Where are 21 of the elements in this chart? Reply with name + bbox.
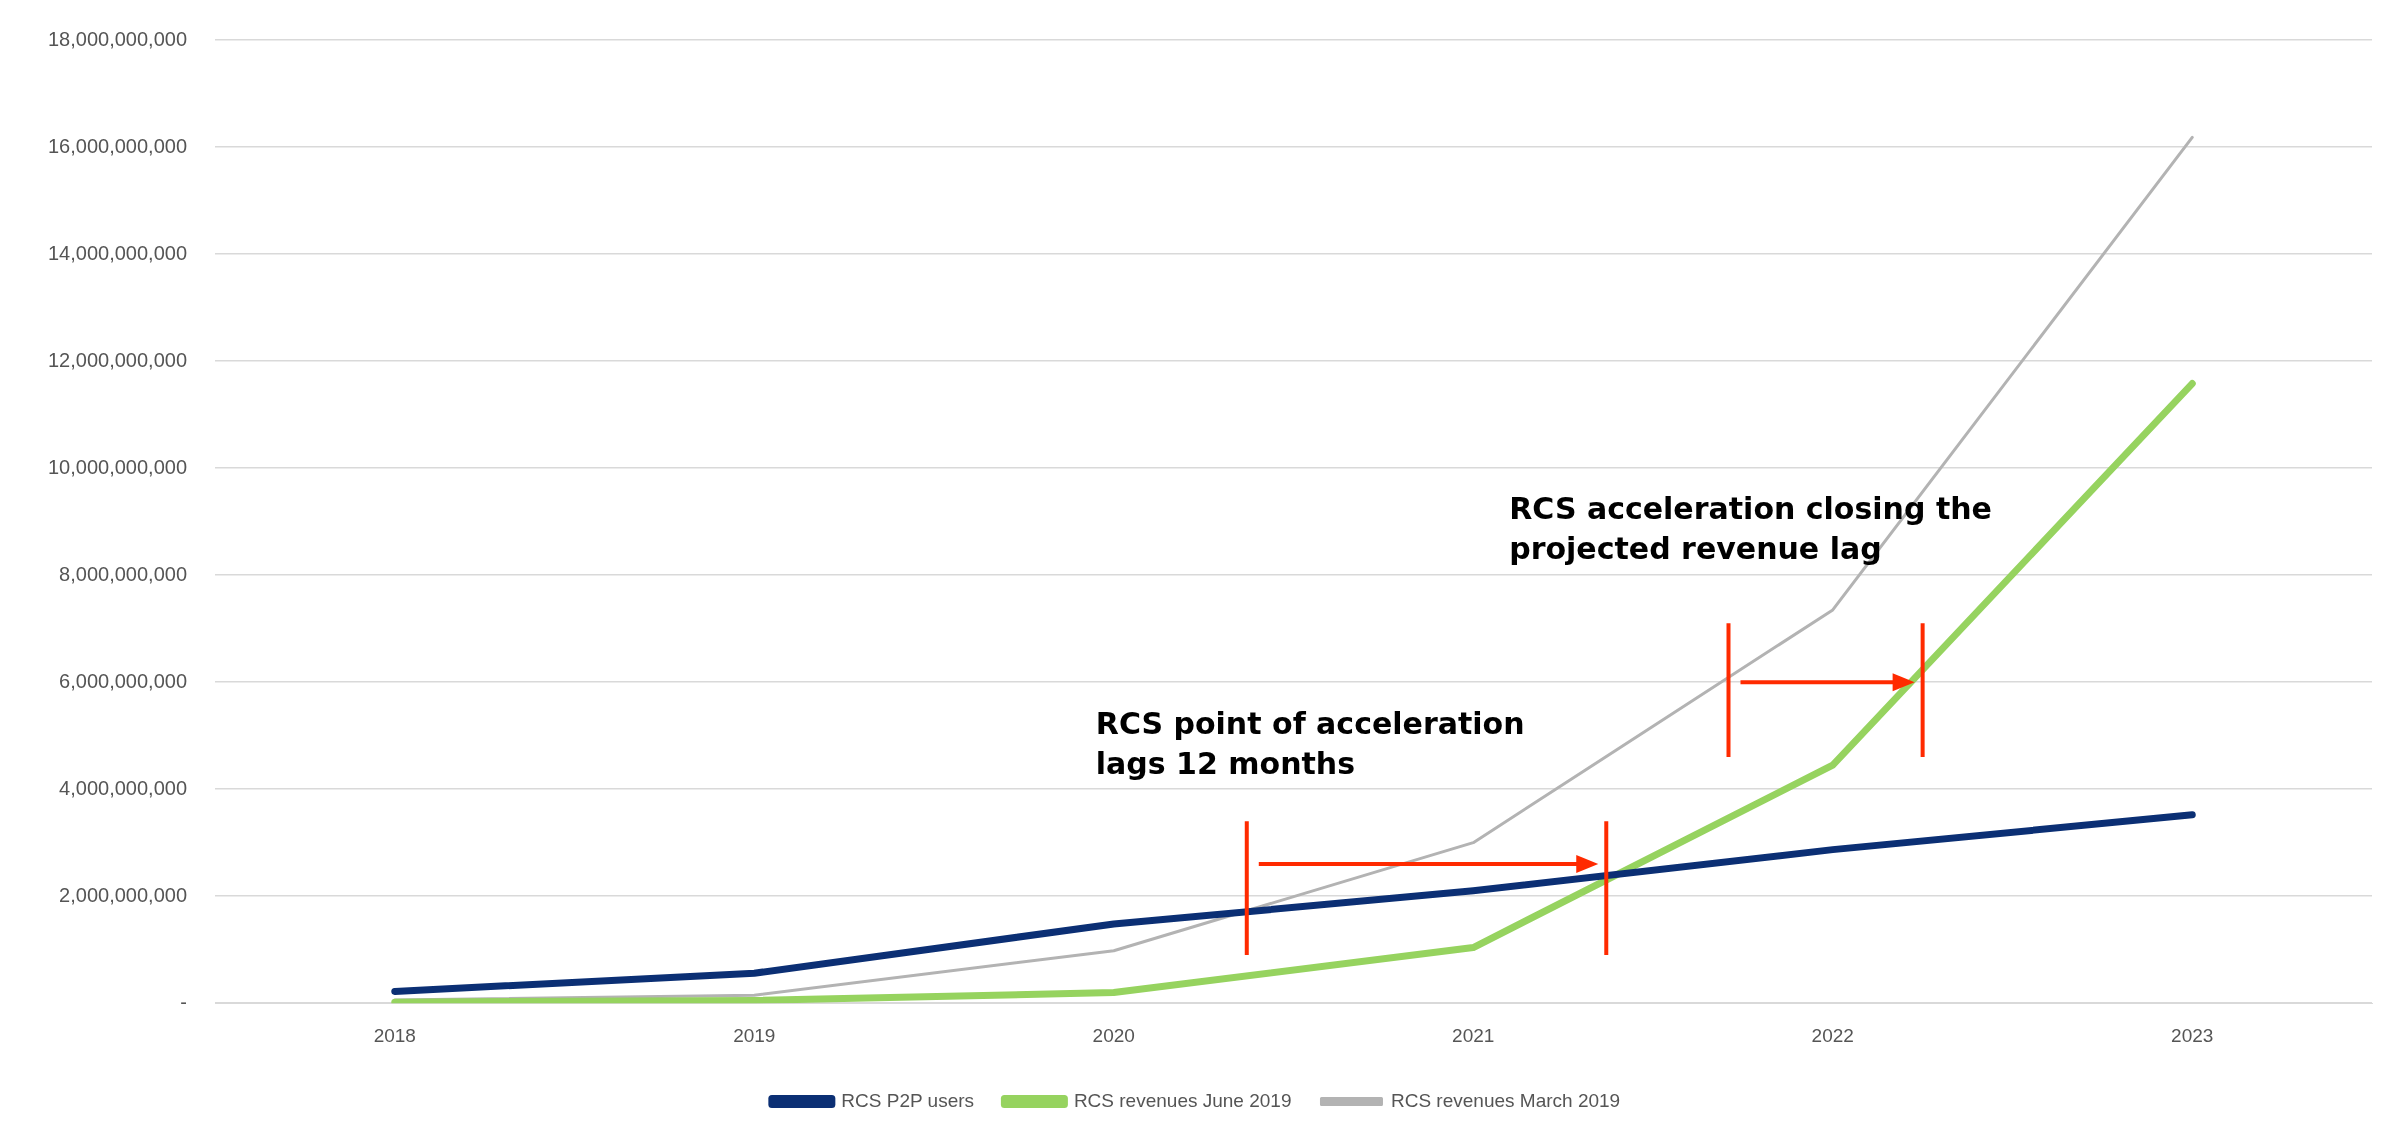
annotation: RCS acceleration closing the projected revenue lag <box>1509 490 1993 569</box>
y-tick-label: 8,000,000,000 <box>59 562 188 585</box>
y-tick-label: 18,000,000,000 <box>47 27 188 50</box>
y-tick-label: 10,000,000,000 <box>47 455 188 478</box>
x-tick-label: 2019 <box>733 1024 776 1046</box>
y-tick-label: 12,000,000,000 <box>47 348 188 371</box>
x-tick-label: 2023 <box>2171 1024 2214 1046</box>
y-tick-label: 16,000,000,000 <box>47 134 188 157</box>
legend-label: RCS P2P users <box>841 1089 975 1111</box>
y-tick-label: 14,000,000,000 <box>47 241 188 264</box>
y-tick-label: - <box>180 990 188 1013</box>
y-tick-label: 4,000,000,000 <box>59 776 188 799</box>
legend-label: RCS revenues March 2019 <box>1390 1089 1621 1111</box>
x-tick-label: 2022 <box>1811 1024 1854 1046</box>
legend-label: RCS revenues June 2019 <box>1073 1089 1292 1111</box>
x-tick-label: 2021 <box>1452 1024 1495 1046</box>
x-tick-label: 2020 <box>1092 1024 1135 1046</box>
y-tick-label: 2,000,000,000 <box>59 883 188 906</box>
y-tick-label: 6,000,000,000 <box>59 669 188 692</box>
x-tick-label: 2018 <box>373 1024 416 1046</box>
annotation: RCS point of acceleration lags 12 months <box>1095 704 1526 783</box>
